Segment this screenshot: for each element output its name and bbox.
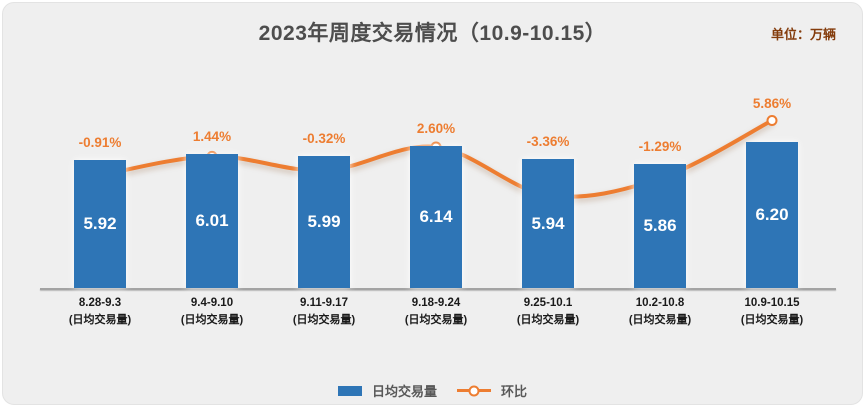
bar: 5.92 xyxy=(74,160,126,288)
legend-bar-label: 日均交易量 xyxy=(371,384,437,399)
legend: 日均交易量 环比 xyxy=(3,381,862,400)
x-axis-label-range: 10.9-10.15 xyxy=(744,297,800,309)
x-axis-label-sub: (日均交易量) xyxy=(628,314,692,326)
bar-value-label: 5.86 xyxy=(643,216,677,236)
legend-line-swatch xyxy=(457,385,491,396)
x-axis-label-sub: (日均交易量) xyxy=(516,314,580,326)
bar: 6.14 xyxy=(410,145,462,288)
line-point-label: -3.36% xyxy=(526,134,570,150)
bar: 6.01 xyxy=(186,154,238,288)
bar-value-label: 5.94 xyxy=(531,213,565,233)
line-marker-icon xyxy=(766,115,778,127)
x-axis-label-sub: (日均交易量) xyxy=(180,314,244,326)
x-axis-label: 10.2-10.8 (日均交易量) xyxy=(600,295,720,329)
x-axis-line xyxy=(40,288,836,290)
unit-label: 单位：万辆 xyxy=(770,27,836,42)
x-axis-label-range: 9.4-9.10 xyxy=(190,297,234,309)
x-axis-label-sub: (日均交易量) xyxy=(740,314,804,326)
bar-value-label: 6.14 xyxy=(419,206,453,226)
x-axis-label-range: 9.11-9.17 xyxy=(300,297,348,309)
bar: 6.20 xyxy=(746,141,798,288)
bar-value-label: 5.92 xyxy=(83,214,117,234)
x-axis-label-range: 9.18-9.24 xyxy=(411,297,461,309)
bar-value-label: 6.20 xyxy=(755,204,789,224)
x-axis-label: 10.9-10.15 (日均交易量) xyxy=(712,295,832,329)
bar: 5.94 xyxy=(522,159,574,288)
x-axis-label: 9.11-9.17 (日均交易量) xyxy=(264,295,384,329)
legend-bar-swatch xyxy=(337,385,362,396)
x-axis-label-sub: (日均交易量) xyxy=(404,314,468,326)
x-axis-label-sub: (日均交易量) xyxy=(292,314,356,326)
plot-area: 5.92 6.01 5.99 6.14 5.94 5.86 6.20 8.28-9.3 (日均交… xyxy=(3,3,862,404)
x-axis-label-range: 9.25-10.1 xyxy=(523,297,573,309)
x-axis-label: 9.4-9.10 (日均交易量) xyxy=(152,295,272,329)
line-point-label: -0.32% xyxy=(302,130,346,146)
x-axis-label: 8.28-9.3 (日均交易量) xyxy=(40,295,160,329)
line-point-label: -0.91% xyxy=(78,135,122,151)
chart-title: 2023年周度交易情况（10.9-10.15） xyxy=(258,22,607,45)
legend-line-marker-icon xyxy=(468,385,480,396)
line-point-label: 5.86% xyxy=(752,95,792,111)
bar: 5.99 xyxy=(298,155,350,288)
bar-value-label: 5.99 xyxy=(307,211,341,231)
line-point-label: 1.44% xyxy=(192,129,232,145)
line-point-label: -1.29% xyxy=(638,139,682,155)
x-axis-label-range: 10.2-10.8 xyxy=(635,297,685,309)
x-axis-label-range: 8.28-9.3 xyxy=(78,297,122,309)
line-point-label: 2.60% xyxy=(416,120,456,136)
x-axis-label: 9.25-10.1 (日均交易量) xyxy=(488,295,608,329)
legend-line-label: 环比 xyxy=(501,384,528,399)
x-axis-label: 9.18-9.24 (日均交易量) xyxy=(376,295,496,329)
x-axis-label-sub: (日均交易量) xyxy=(68,314,132,326)
bar-value-label: 6.01 xyxy=(195,211,229,231)
bar: 5.86 xyxy=(634,164,686,288)
